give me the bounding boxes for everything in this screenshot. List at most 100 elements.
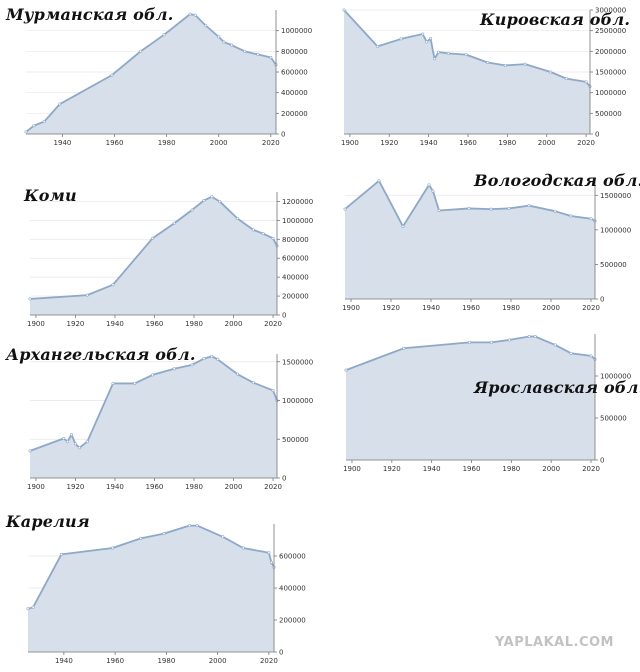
data-point (162, 33, 166, 37)
x-tick-label: 1980 (502, 304, 520, 312)
y-tick-label: 500000 (600, 415, 627, 423)
x-tick-label: 1940 (106, 320, 124, 328)
data-point (464, 53, 468, 57)
data-point (344, 368, 348, 372)
x-tick-label: 2000 (542, 465, 560, 473)
y-tick-label: 400000 (281, 89, 308, 97)
x-tick-label: 1960 (146, 320, 164, 328)
x-tick-label: 1900 (343, 465, 361, 473)
chart-arkhangelsk: 1900 1920 1940 1960 1980 2000 2020 0 500000 10000… (27, 354, 313, 491)
x-tick-label: 1940 (423, 465, 441, 473)
data-point (489, 340, 493, 344)
data-point (271, 388, 275, 392)
data-point (261, 232, 265, 236)
x-tick-label: 1920 (67, 320, 85, 328)
data-point (271, 236, 275, 240)
data-point (507, 338, 511, 342)
x-tick-label: 1920 (382, 304, 400, 312)
x-tick-label: 1900 (27, 320, 45, 328)
data-point (24, 130, 28, 134)
data-point (431, 189, 435, 193)
data-point (489, 207, 493, 211)
data-point (139, 49, 143, 53)
data-point (235, 372, 239, 376)
x-tick-label: 1960 (146, 483, 164, 491)
data-point (486, 60, 490, 64)
x-tick-label: 1980 (502, 465, 520, 473)
x-tick-label: 1900 (341, 139, 359, 147)
data-point (111, 283, 115, 287)
y-tick-label: 1000000 (600, 373, 631, 381)
y-tick-label: 2000000 (595, 48, 626, 56)
data-point (62, 436, 66, 440)
data-point (172, 221, 176, 225)
data-point (251, 381, 255, 385)
data-point (569, 214, 573, 218)
y-tick-label: 500000 (595, 110, 622, 118)
chart-title-kirov: Кировская обл. (480, 10, 631, 29)
data-point (26, 607, 30, 611)
y-tick-label: 0 (279, 649, 283, 657)
data-point (235, 216, 239, 220)
chart-murmansk: 1940 1960 1980 2000 2020 0 200000 400000 600000 8… (24, 10, 312, 147)
data-point (589, 354, 593, 358)
data-point (421, 32, 425, 36)
y-tick-label: 1000000 (281, 27, 312, 35)
y-tick-label: 500000 (600, 261, 627, 269)
x-tick-label: 1980 (185, 320, 203, 328)
data-point (467, 206, 471, 210)
series-area (344, 10, 590, 134)
data-point (111, 381, 115, 385)
y-tick-label: 0 (600, 296, 604, 304)
data-point (69, 433, 73, 437)
data-point (564, 77, 568, 81)
data-point (42, 120, 46, 124)
chart-komi: 1900 1920 1940 1960 1980 2000 2020 0 200000 40000… (27, 192, 313, 328)
series-area (28, 525, 274, 652)
y-tick-label: 1000000 (595, 89, 626, 97)
data-point (468, 340, 472, 344)
chart-title-karelia: Карелия (6, 512, 90, 531)
x-tick-label: 2000 (538, 139, 556, 147)
x-tick-label: 2020 (262, 139, 280, 147)
data-point (433, 57, 437, 61)
data-point (437, 208, 441, 212)
x-tick-label: 1920 (380, 139, 398, 147)
data-point (190, 363, 194, 367)
data-point (401, 224, 405, 228)
data-point (269, 560, 273, 564)
x-tick-label: 2000 (225, 483, 243, 491)
chart-title-arkhangelsk: Архангельская обл. (6, 345, 196, 364)
x-tick-label: 1920 (67, 483, 85, 491)
data-point (217, 35, 221, 39)
series-line (29, 195, 278, 300)
y-tick-label: 0 (282, 475, 286, 483)
data-point (204, 24, 208, 28)
y-tick-label: 0 (600, 457, 604, 465)
data-point (77, 446, 81, 450)
data-point (85, 293, 89, 297)
y-tick-label: 0 (595, 131, 599, 139)
x-tick-label: 2020 (577, 139, 595, 147)
data-point (188, 12, 192, 16)
series-area (26, 14, 276, 135)
data-point (230, 43, 234, 47)
data-point (31, 605, 35, 609)
data-point (216, 357, 220, 361)
x-tick-label: 1980 (498, 139, 516, 147)
data-point (110, 73, 114, 77)
x-tick-label: 1960 (462, 304, 480, 312)
data-point (269, 56, 273, 60)
data-point (375, 44, 379, 48)
data-point (193, 13, 197, 17)
data-point (569, 351, 573, 355)
data-point (427, 183, 431, 187)
data-point (251, 228, 255, 232)
series-area (30, 196, 277, 315)
x-tick-label: 1940 (54, 139, 72, 147)
y-tick-label: 500000 (282, 436, 309, 444)
